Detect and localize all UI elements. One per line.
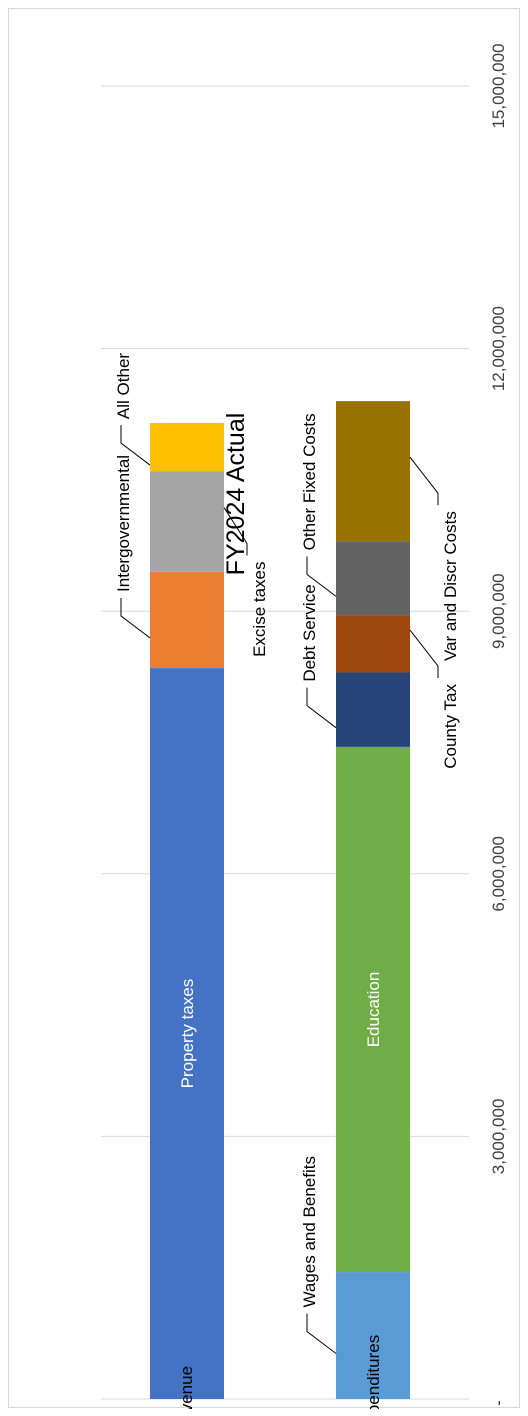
leader-line-excise-taxes [223, 507, 248, 556]
data-label-education: Education [364, 972, 383, 1048]
chart-frame: - 3,000,000 6,000,000 9,000,000 12,000,000 15… [8, 8, 520, 1409]
tick-label-: - [489, 1400, 508, 1406]
leader-line-intergovernmental [120, 597, 151, 639]
leader-line-wages-and-benefits [306, 1313, 337, 1354]
bar-segment-excise-taxes [150, 471, 224, 572]
bar-segment-intergovernmental [150, 571, 224, 669]
bar-segment-county-tax [336, 615, 410, 673]
data-label-intergovernmental: Intergovernmental [114, 455, 133, 592]
data-label-property-taxes: Property taxes [178, 979, 197, 1089]
leader-line-var-and-discr-costs [409, 456, 439, 506]
tick-label-9-000-000: 9,000,000 [489, 573, 508, 649]
bar-segment-other-fixed-costs [336, 541, 410, 616]
data-label-county-tax: County Tax [441, 684, 460, 769]
leader-line-other-fixed-costs [306, 556, 337, 597]
category-label-expenditures: Expenditures [364, 1335, 383, 1409]
leader-line-all-other [120, 425, 151, 466]
bar-segment-debt-service [336, 672, 410, 747]
tick-label-15-000-000: 15,000,000 [489, 43, 508, 128]
data-label-all-other: All Other [114, 353, 133, 419]
tick-label-12-000-000: 12,000,000 [489, 306, 508, 391]
leader-line-debt-service [306, 687, 337, 729]
bar-segment-wages-and-benefits [336, 1272, 410, 1399]
data-label-excise-taxes: Excise taxes [250, 561, 269, 656]
data-label-var-and-discr-costs: Var and Discr Costs [441, 511, 460, 661]
chart-title: FY2024 Actual [222, 413, 250, 576]
bar-segment-education [336, 746, 410, 1273]
tick-label-6-000-000: 6,000,000 [489, 836, 508, 912]
bar-segment-var-and-discr-costs [336, 401, 410, 542]
leader-line-county-tax [409, 629, 439, 679]
data-label-wages-and-benefits: Wages and Benefits [300, 1156, 319, 1308]
data-label-debt-service: Debt Service [300, 584, 319, 681]
bar-segment-property-taxes [150, 668, 224, 1399]
tick-label-3-000-000: 3,000,000 [489, 1099, 508, 1175]
data-label-other-fixed-costs: Other Fixed Costs [300, 413, 319, 550]
bar-segment-all-other [150, 423, 224, 472]
category-label-revenue: Revenue [177, 1366, 196, 1409]
stacked-bar-chart: - 3,000,000 6,000,000 9,000,000 12,000,000 15… [101, 43, 508, 1409]
